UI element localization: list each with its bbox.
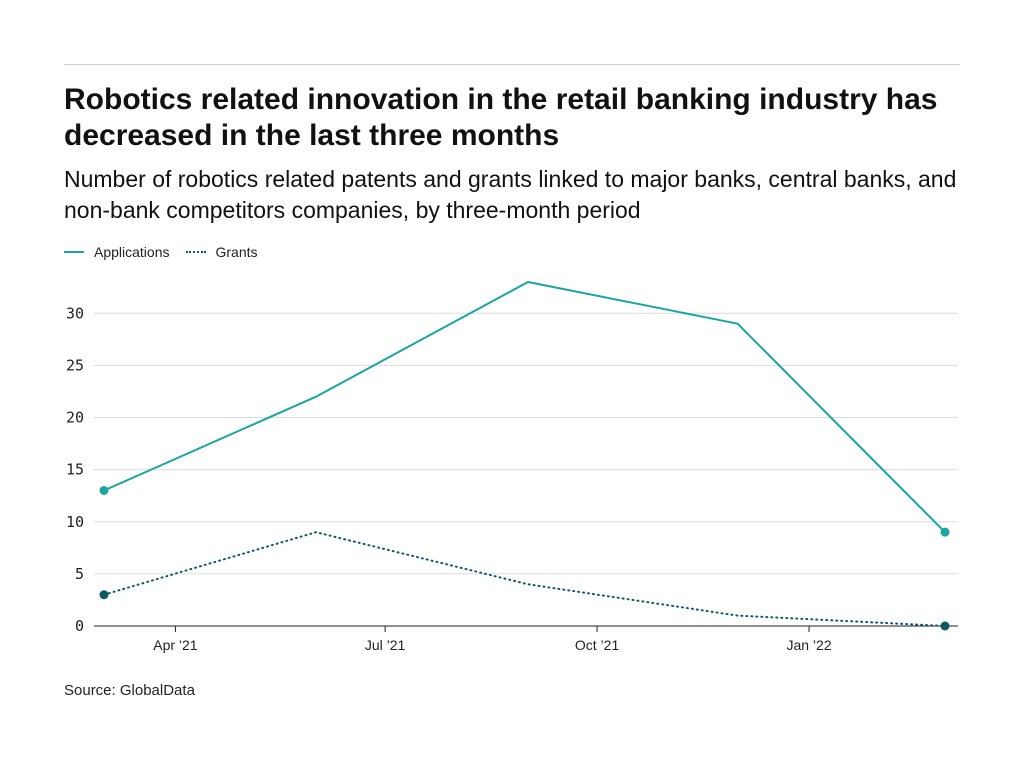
legend-item-applications: Applications	[64, 244, 170, 260]
x-tick-label: Jul ’21	[365, 637, 406, 653]
x-tick-label: Oct ’21	[575, 637, 620, 653]
marker-layer	[99, 485, 950, 631]
source-note: Source: GlobalData	[64, 682, 195, 699]
legend: Applications Grants	[64, 242, 274, 262]
chart-subtitle: Number of robotics related patents and g…	[64, 166, 957, 223]
series-layer	[103, 281, 946, 627]
y-tick-label: 30	[66, 304, 84, 322]
y-tick-label: 0	[75, 617, 84, 635]
legend-label-grants: Grants	[215, 244, 258, 260]
series-line-grants	[103, 531, 946, 627]
top-rule	[64, 64, 960, 65]
legend-item-grants: Grants	[185, 244, 258, 260]
grid-layer	[94, 312, 958, 575]
series-line-applications	[103, 281, 946, 534]
series-point-applications	[940, 527, 950, 537]
line-chart: 0 5 10 15 20 25 30 Apr ’21 Jul ’21 Oct ’21 Jan ’22	[66, 281, 958, 653]
legend-label-applications: Applications	[94, 244, 170, 260]
x-tick-label: Jan ’22	[786, 637, 831, 653]
y-tick-label: 5	[75, 565, 84, 583]
y-tick-label: 10	[66, 513, 84, 531]
x-tick-label: Apr ’21	[153, 637, 198, 653]
legend-swatch-applications	[64, 251, 84, 253]
series-point-grants	[99, 590, 109, 600]
legend-swatch-grants	[185, 251, 206, 253]
series-point-applications	[99, 485, 109, 495]
series-point-grants	[940, 621, 950, 631]
y-tick-label: 20	[66, 409, 84, 427]
y-tick-label: 25	[66, 356, 84, 374]
axis-layer: 0 5 10 15 20 25 30 Apr ’21 Jul ’21 Oct ’21 Jan ’22	[66, 304, 958, 653]
y-tick-label: 15	[66, 461, 84, 479]
chart-title: Robotics related innovation in the retai…	[64, 83, 938, 152]
